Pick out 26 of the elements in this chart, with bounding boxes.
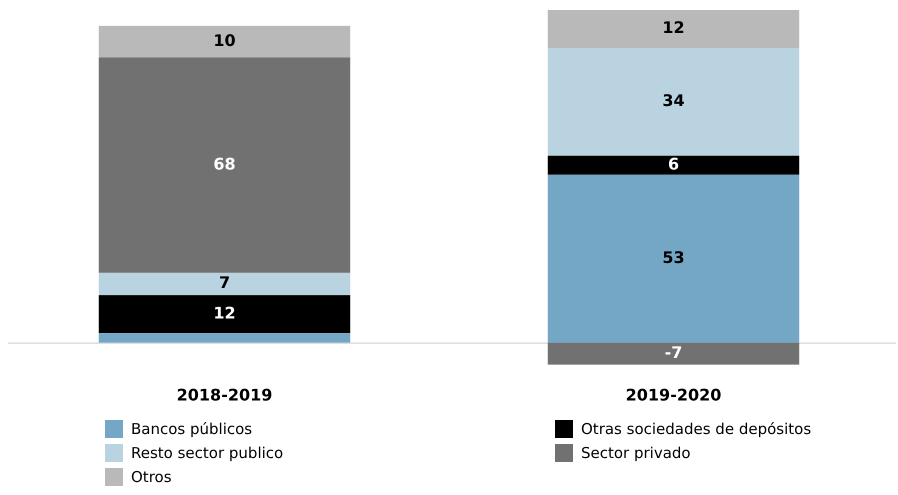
bar <box>548 342 800 365</box>
legend-label: Sector privado <box>581 444 691 462</box>
bar <box>98 26 350 58</box>
bar <box>98 333 350 343</box>
data-label: 53 <box>662 248 685 267</box>
legend-label: Resto sector publico <box>131 444 284 462</box>
bar <box>548 174 800 343</box>
bar <box>548 156 800 175</box>
data-label: 12 <box>213 303 236 322</box>
bar <box>548 10 800 48</box>
bar <box>548 48 800 156</box>
x-tick-label: 2018-2019 <box>176 386 272 405</box>
data-label: 10 <box>213 30 236 50</box>
bar <box>98 295 350 334</box>
data-label: 68 <box>213 154 236 174</box>
data-label: 34 <box>662 91 685 110</box>
legend-label: Bancos públicos <box>131 420 252 438</box>
data-label: 12 <box>662 18 685 38</box>
x-tick-label: 2019-2020 <box>626 386 722 405</box>
data-label: 6 <box>668 154 680 174</box>
data-label: -7 <box>664 342 682 362</box>
bar <box>98 58 350 273</box>
legend-label: Otros <box>131 468 172 486</box>
bar <box>98 272 350 296</box>
data-label: 7 <box>218 273 230 292</box>
legend-label: Otras sociedades de depósitos <box>581 420 812 438</box>
